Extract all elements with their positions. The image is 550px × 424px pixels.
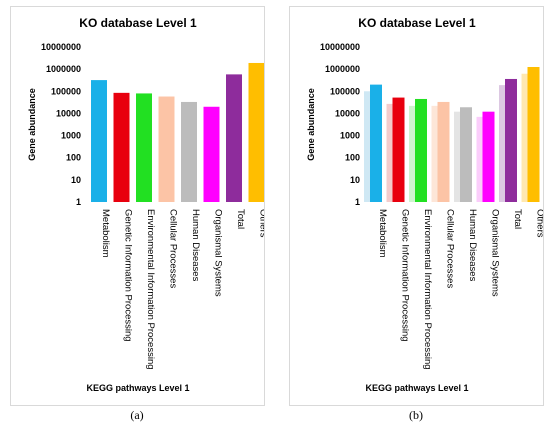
bar-front-3 xyxy=(437,101,450,202)
category-label: Genetic Information Processing xyxy=(123,209,134,342)
chart-panel-b: KO database Level 1 Gene abundance 1 10 100 1… xyxy=(289,6,544,406)
chart-title: KO database Level 1 xyxy=(79,16,197,30)
y-tick-label: 10000000 xyxy=(41,42,81,52)
y-tick-label: 10000 xyxy=(335,108,360,118)
y-tick-label: 10000 xyxy=(56,108,81,118)
category-label: Others xyxy=(535,209,544,238)
caption-b: (b) xyxy=(409,408,423,422)
bar-6 xyxy=(226,74,242,202)
y-tick-label: 100 xyxy=(66,153,81,163)
y-tick-label: 100 xyxy=(345,153,360,163)
category-label: Environmental Information Processing xyxy=(145,209,156,370)
y-tick-label: 10000000 xyxy=(320,42,360,52)
x-axis-label: KEGG pathways Level 1 xyxy=(365,383,468,393)
category-label: Human Diseases xyxy=(467,209,478,282)
bar-2 xyxy=(136,93,152,202)
chart-panel-a: KO database Level 1 Gene abundance 1 10 100 1… xyxy=(10,6,265,406)
bar-front-7 xyxy=(527,66,540,202)
bar-front-4 xyxy=(460,107,472,202)
category-label: Metabolism xyxy=(100,209,111,258)
category-label: Cellular Processes xyxy=(445,209,456,288)
category-label: Cellular Processes xyxy=(168,209,179,288)
y-tick-label: 1 xyxy=(355,197,360,207)
bar-1 xyxy=(113,92,130,202)
caption-a: (a) xyxy=(130,408,144,422)
y-tick-label: 1000000 xyxy=(325,64,360,74)
bar-front-0 xyxy=(370,84,382,202)
y-tick-label: 1000 xyxy=(340,131,360,141)
chart-b: KO database Level 1 Gene abundance 1 10 100 1… xyxy=(306,16,544,393)
chart-a: KO database Level 1 Gene abundance 1 10 100 1… xyxy=(27,16,265,393)
y-tick-label: 1000 xyxy=(61,131,81,141)
x-axis-label: KEGG pathways Level 1 xyxy=(86,383,189,393)
y-axis-label: Gene abundance xyxy=(27,88,37,161)
y-tick-label: 10 xyxy=(350,175,360,185)
y-tick-label: 100000 xyxy=(330,86,360,96)
category-label: Others xyxy=(258,209,265,238)
category-label: Organismal Systems xyxy=(490,209,501,297)
category-label: Metabolism xyxy=(377,209,388,258)
bar-5 xyxy=(203,106,220,202)
category-label: Total xyxy=(235,209,246,229)
bar-front-5 xyxy=(482,111,495,202)
bar-3 xyxy=(158,96,175,202)
category-label: Total xyxy=(512,209,523,229)
bar-front-6 xyxy=(505,78,517,202)
bar-front-2 xyxy=(415,98,427,202)
category-label: Environmental Information Processing xyxy=(422,209,433,370)
bar-4 xyxy=(181,101,197,202)
y-axis-label: Gene abundance xyxy=(306,88,316,161)
category-label: Organismal Systems xyxy=(213,209,224,297)
bar-0 xyxy=(91,80,107,202)
bar-7 xyxy=(248,62,264,202)
y-tick-label: 10 xyxy=(71,175,81,185)
chart-title: KO database Level 1 xyxy=(358,16,476,30)
y-tick-label: 100000 xyxy=(51,86,81,96)
bar-front-1 xyxy=(392,97,405,202)
y-tick-label: 1 xyxy=(76,197,81,207)
y-tick-label: 1000000 xyxy=(46,64,81,74)
category-label: Human Diseases xyxy=(190,209,201,282)
category-label: Genetic Information Processing xyxy=(400,209,411,342)
